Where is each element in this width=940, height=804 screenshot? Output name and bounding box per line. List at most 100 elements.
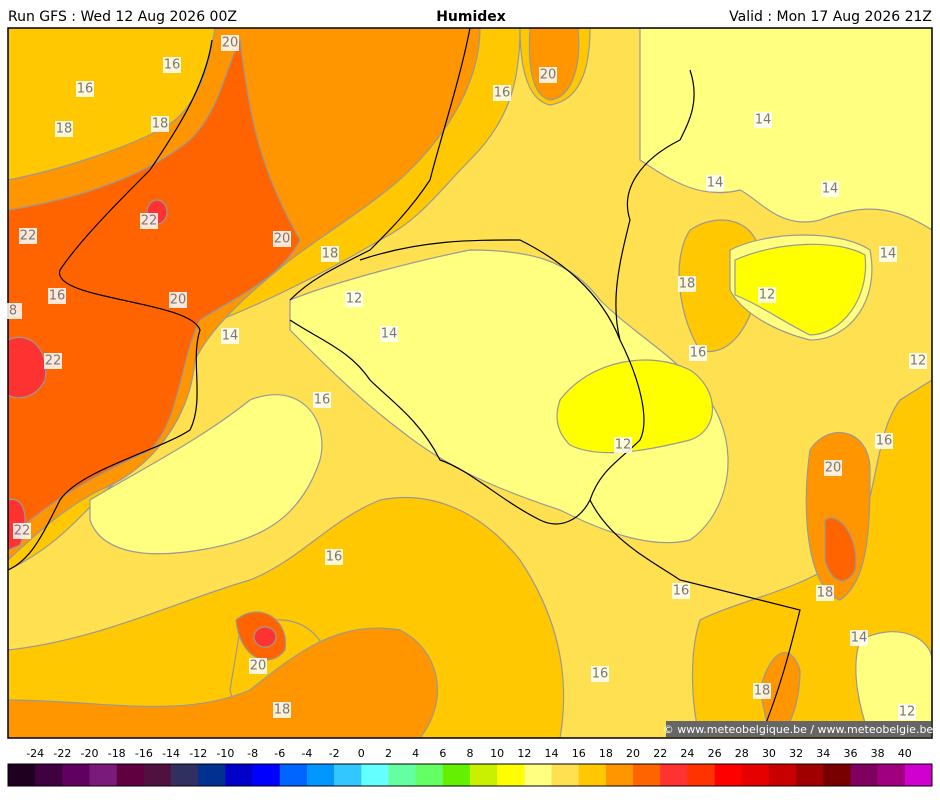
colorbar-swatch (198, 764, 226, 786)
colorbar-swatch (850, 764, 878, 786)
contour-label-background (221, 35, 239, 51)
colorbar: -24 -22 -20 -18 -16 -14 -12 -10 -8 -6 -4 -2 0 2 4 6 8 10 1… (7, 747, 933, 787)
contour-label: 20 (540, 68, 557, 83)
contour-label: 16 (164, 58, 181, 73)
colorbar-swatch (633, 764, 661, 786)
contour-label-background (325, 549, 343, 565)
contour-labels: 20 16 16 18 18 22 22 20 18 16 20 8 22 14 12 14 16 20 16 14 1… (4, 35, 927, 720)
contour-label: 12 (759, 288, 776, 303)
colorbar-tick-label: -10 (216, 747, 234, 760)
contour-label: 14 (822, 182, 839, 197)
contour-label-background (273, 702, 291, 718)
run-label: Run GFS : Wed 12 Aug 2026 00Z (8, 9, 237, 25)
contour-label: 18 (679, 277, 696, 292)
colorbar-swatch (171, 764, 199, 786)
map-frame (7, 27, 933, 739)
colorbar-tick-label: -22 (53, 747, 71, 760)
contour-label: 14 (880, 247, 897, 262)
contour-label: 22 (45, 354, 62, 369)
colorbar-tick-label: 16 (572, 747, 586, 760)
contour-label: 14 (222, 329, 239, 344)
contour-label: 16 (314, 393, 331, 408)
colorbar-swatch (660, 764, 688, 786)
contour-label-background (898, 704, 916, 720)
contour-label: 20 (274, 232, 291, 247)
colorbar-swatch (823, 764, 851, 786)
contour-label-background (614, 437, 632, 453)
colorbar-tick-label: 40 (898, 747, 912, 760)
colorbar-swatch (225, 764, 253, 786)
colorbar-tick-label: 2 (385, 747, 392, 760)
colorbar-tick-label: 0 (358, 747, 365, 760)
colorbar-tick-label: -6 (274, 747, 285, 760)
colorbar-tick-label: 30 (762, 747, 776, 760)
contour-label-background (678, 276, 696, 292)
contour-label-background (909, 353, 927, 369)
colorbar-swatch (578, 764, 607, 786)
contour-label: 8 (9, 304, 17, 319)
colorbar-swatch (62, 764, 90, 786)
colorbar-tick-label: 28 (735, 747, 749, 760)
contour-label-background (55, 121, 73, 137)
contour-label: 14 (755, 113, 772, 128)
colorbar-swatch (605, 764, 634, 786)
colorbar-tick-label: -16 (135, 747, 153, 760)
contour-label-background (850, 630, 868, 646)
contour-label-background (169, 292, 187, 308)
colorbar-swatch (89, 764, 118, 786)
colorbar-tick-label: 38 (871, 747, 885, 760)
contour-label-background (44, 353, 62, 369)
colorbar-swatch (470, 764, 498, 786)
contour-label-background (493, 85, 511, 101)
contour-label: 16 (326, 550, 343, 565)
valid-label: Valid : Mon 17 Aug 2026 21Z (729, 9, 932, 25)
colorbar-tick-label: 26 (708, 747, 722, 760)
contour-label: 16 (77, 82, 94, 97)
contour-label: 18 (274, 703, 291, 718)
contour-label-background (163, 57, 181, 73)
contour-label: 18 (817, 586, 834, 601)
contour-label-background (321, 246, 339, 262)
colorbar-swatch (714, 764, 743, 786)
colorbar-tick-label: 22 (653, 747, 667, 760)
colorbar-tick-label: 14 (545, 747, 559, 760)
colorbar-swatch (279, 764, 308, 786)
colorbar-tick-label: -14 (162, 747, 180, 760)
colorbar-tick-label: -12 (189, 747, 207, 760)
contour-label: 20 (250, 659, 267, 674)
colorbar-tick-label: -24 (26, 747, 44, 760)
colorbar-swatch (768, 764, 797, 786)
contour-label: 14 (851, 631, 868, 646)
colorbar-swatch (551, 764, 580, 786)
contour-label: 14 (707, 176, 724, 191)
contour-label-background (76, 81, 94, 97)
colorbar-swatch (143, 764, 172, 786)
contour-label-background (672, 583, 690, 599)
contour-label-background (706, 175, 724, 191)
contour-label: 16 (592, 667, 609, 682)
colorbar-tick-label: -8 (247, 747, 258, 760)
contour-label-background (689, 345, 707, 361)
colorbar-tick-label: -18 (108, 747, 126, 760)
contour-label: 20 (170, 293, 187, 308)
contour-label-background (754, 112, 772, 128)
colorbar-tick-label: -2 (329, 747, 340, 760)
colorbar-swatch (8, 764, 36, 786)
contour-label: 22 (14, 524, 31, 539)
colorbar-tick-label: 6 (439, 747, 446, 760)
colorbar-swatch (904, 764, 933, 786)
contour-label: 12 (910, 354, 927, 369)
contour-label-background (313, 392, 331, 408)
contour-label-background (151, 116, 169, 132)
colorbar-tick-label: 32 (789, 747, 803, 760)
contour-label-background (824, 460, 842, 476)
contour-label: 12 (615, 438, 632, 453)
colorbar-tick-label: 4 (412, 747, 419, 760)
contour-label-background (879, 246, 897, 262)
contour-label: 16 (673, 584, 690, 599)
map-field (8, 28, 932, 738)
colorbar-swatch (116, 764, 145, 786)
colorbar-tick-label: -20 (81, 747, 99, 760)
colorbar-swatch (687, 764, 715, 786)
colorbar-tick-label: -4 (301, 747, 312, 760)
